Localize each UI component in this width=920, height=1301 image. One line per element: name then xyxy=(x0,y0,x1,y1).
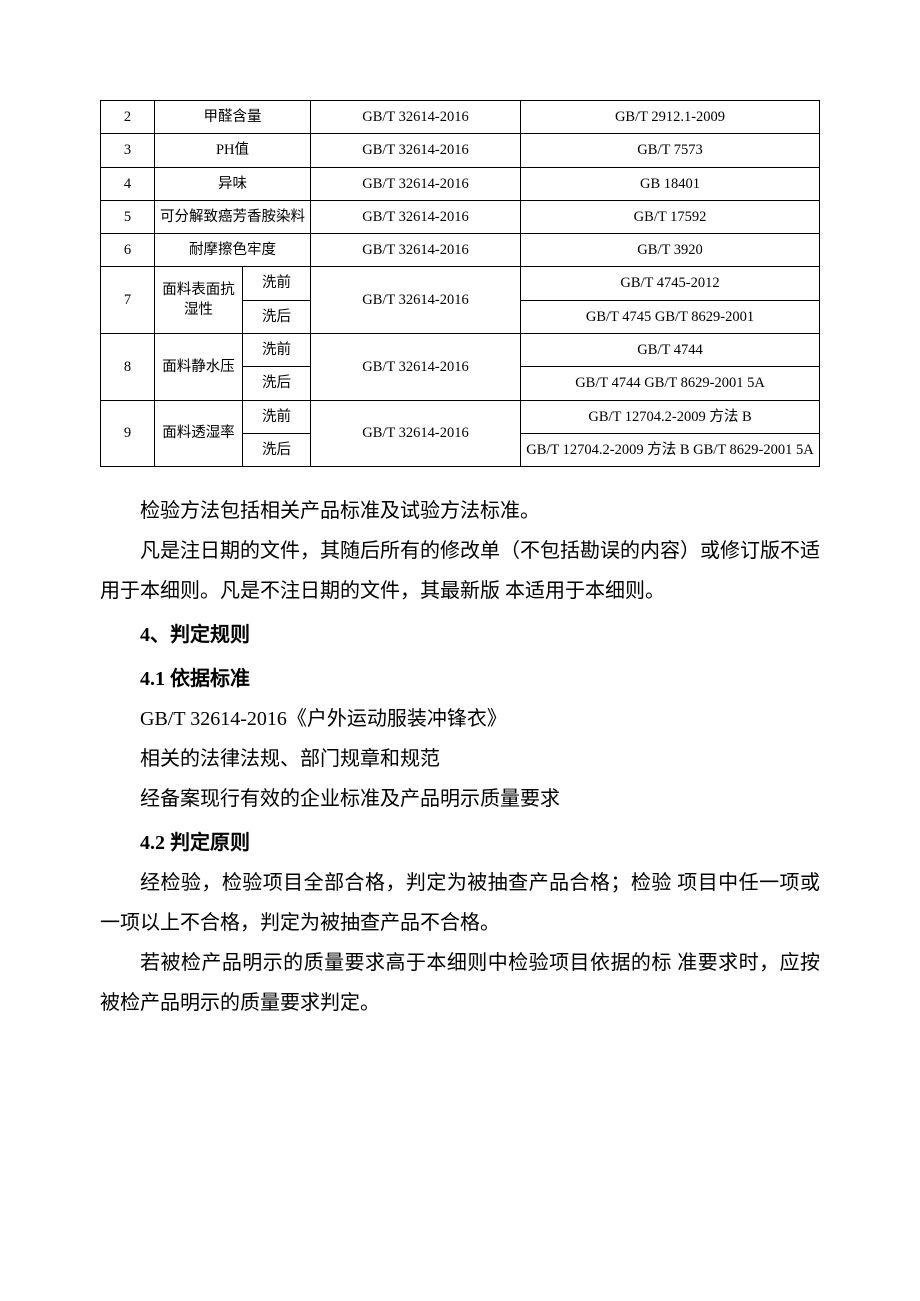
cell-sub: 洗前 xyxy=(243,400,311,433)
cell-req: GB/T 32614-2016 xyxy=(311,334,521,401)
cell-method: GB/T 17592 xyxy=(521,200,820,233)
section-heading: 4、判定规则 xyxy=(100,615,820,655)
cell-num: 8 xyxy=(101,334,155,401)
cell-item: 耐摩擦色牢度 xyxy=(155,234,311,267)
cell-req: GB/T 32614-2016 xyxy=(311,134,521,167)
cell-method: GB/T 12704.2-2009 方法 B GB/T 8629-2001 5A xyxy=(521,433,820,466)
standards-table: 2 甲醛含量 GB/T 32614-2016 GB/T 2912.1-2009 … xyxy=(100,100,820,467)
cell-method: GB/T 4745 GB/T 8629-2001 xyxy=(521,300,820,333)
cell-sub: 洗后 xyxy=(243,367,311,400)
cell-item: PH值 xyxy=(155,134,311,167)
table-row: 3 PH值 GB/T 32614-2016 GB/T 7573 xyxy=(101,134,820,167)
cell-item: 可分解致癌芳香胺染料 xyxy=(155,200,311,233)
cell-method: GB/T 4744 xyxy=(521,334,820,367)
paragraph: 经备案现行有效的企业标准及产品明示质量要求 xyxy=(100,779,820,819)
cell-sub: 洗前 xyxy=(243,267,311,300)
cell-num: 5 xyxy=(101,200,155,233)
paragraph: 若被检产品明示的质量要求高于本细则中检验项目依据的标 准要求时，应按被检产品明示… xyxy=(100,943,820,1023)
table-row: 4 异味 GB/T 32614-2016 GB 18401 xyxy=(101,167,820,200)
cell-req: GB/T 32614-2016 xyxy=(311,200,521,233)
document-body: 检验方法包括相关产品标准及试验方法标准。 凡是注日期的文件，其随后所有的修改单（… xyxy=(100,491,820,1023)
section-heading: 4.1 依据标准 xyxy=(100,659,820,699)
cell-method: GB 18401 xyxy=(521,167,820,200)
paragraph: 凡是注日期的文件，其随后所有的修改单（不包括勘误的内容）或修订版不适用于本细则。… xyxy=(100,531,820,611)
table-row: 8 面料静水压 洗前 GB/T 32614-2016 GB/T 4744 xyxy=(101,334,820,367)
cell-num: 7 xyxy=(101,267,155,334)
paragraph: 检验方法包括相关产品标准及试验方法标准。 xyxy=(100,491,820,531)
table-row: 5 可分解致癌芳香胺染料 GB/T 32614-2016 GB/T 17592 xyxy=(101,200,820,233)
cell-item-main: 面料表面抗湿性 xyxy=(155,267,243,334)
table-row: 7 面料表面抗湿性 洗前 GB/T 32614-2016 GB/T 4745-2… xyxy=(101,267,820,300)
table-row: 9 面料透湿率 洗前 GB/T 32614-2016 GB/T 12704.2-… xyxy=(101,400,820,433)
cell-item-main: 面料透湿率 xyxy=(155,400,243,467)
cell-num: 6 xyxy=(101,234,155,267)
paragraph: 相关的法律法规、部门规章和规范 xyxy=(100,739,820,779)
cell-num: 3 xyxy=(101,134,155,167)
cell-req: GB/T 32614-2016 xyxy=(311,101,521,134)
cell-sub: 洗前 xyxy=(243,334,311,367)
cell-sub: 洗后 xyxy=(243,433,311,466)
cell-item: 异味 xyxy=(155,167,311,200)
cell-num: 9 xyxy=(101,400,155,467)
paragraph: GB/T 32614-2016《户外运动服装冲锋衣》 xyxy=(100,699,820,739)
cell-req: GB/T 32614-2016 xyxy=(311,167,521,200)
cell-method: GB/T 2912.1-2009 xyxy=(521,101,820,134)
cell-method: GB/T 4745-2012 xyxy=(521,267,820,300)
table-row: 2 甲醛含量 GB/T 32614-2016 GB/T 2912.1-2009 xyxy=(101,101,820,134)
cell-method: GB/T 3920 xyxy=(521,234,820,267)
cell-method: GB/T 12704.2-2009 方法 B xyxy=(521,400,820,433)
section-heading: 4.2 判定原则 xyxy=(100,823,820,863)
cell-req: GB/T 32614-2016 xyxy=(311,267,521,334)
paragraph: 经检验，检验项目全部合格，判定为被抽查产品合格；检验 项目中任一项或一项以上不合… xyxy=(100,863,820,943)
cell-req: GB/T 32614-2016 xyxy=(311,400,521,467)
cell-item: 甲醛含量 xyxy=(155,101,311,134)
cell-req: GB/T 32614-2016 xyxy=(311,234,521,267)
cell-num: 2 xyxy=(101,101,155,134)
cell-method: GB/T 4744 GB/T 8629-2001 5A xyxy=(521,367,820,400)
cell-method: GB/T 7573 xyxy=(521,134,820,167)
cell-num: 4 xyxy=(101,167,155,200)
cell-item-main: 面料静水压 xyxy=(155,334,243,401)
table-row: 6 耐摩擦色牢度 GB/T 32614-2016 GB/T 3920 xyxy=(101,234,820,267)
cell-sub: 洗后 xyxy=(243,300,311,333)
